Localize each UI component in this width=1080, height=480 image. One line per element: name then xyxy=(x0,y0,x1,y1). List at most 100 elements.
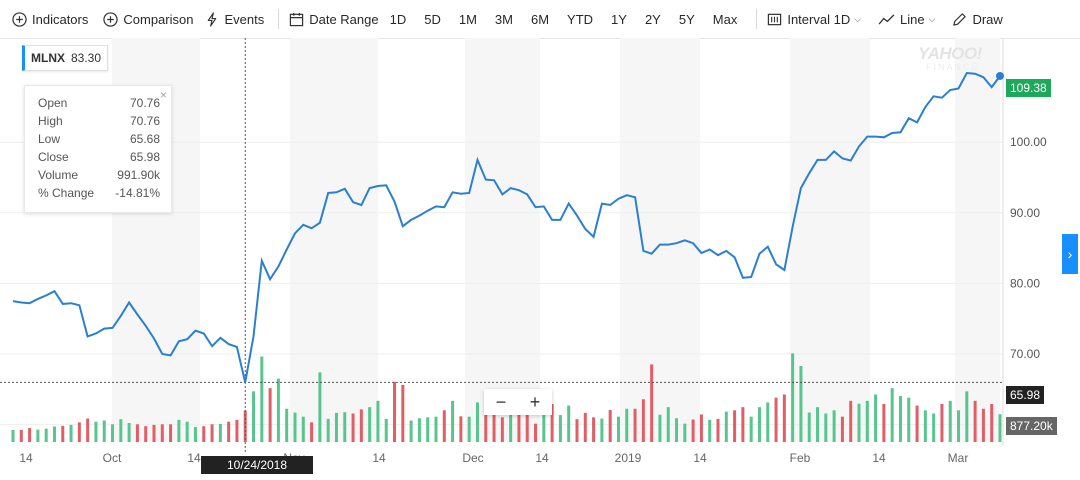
volume-bar xyxy=(633,408,637,442)
volume-bar xyxy=(185,421,189,442)
background-band xyxy=(955,38,1000,442)
range-1m-button[interactable]: 1M xyxy=(458,11,477,27)
volume-bar xyxy=(426,417,430,442)
volume-bar xyxy=(86,418,90,442)
range-ytd-button[interactable]: YTD xyxy=(567,11,594,27)
close-icon[interactable]: × xyxy=(159,88,167,102)
volume-bar xyxy=(252,391,256,442)
volume-bar xyxy=(824,413,828,442)
range-6m-button[interactable]: 6M xyxy=(530,11,550,27)
date-range-label: Date Range xyxy=(309,11,379,27)
volume-bar xyxy=(268,388,272,442)
last-price-badge: 109.38 xyxy=(1006,79,1051,97)
volume-bar xyxy=(359,409,363,442)
volume-bar xyxy=(484,405,488,442)
volume-bar xyxy=(492,394,496,442)
volume-bar xyxy=(351,413,355,442)
volume-bar xyxy=(733,410,737,442)
interval-value: 1D xyxy=(833,11,851,27)
symbol-price: 83.30 xyxy=(71,51,102,65)
date-tick-label: Dec xyxy=(462,451,483,465)
volume-bar xyxy=(666,407,670,442)
volume-bar xyxy=(741,407,745,442)
volume-bar xyxy=(816,407,820,442)
volume-bar xyxy=(218,423,222,442)
range-max-button[interactable]: Max xyxy=(712,11,738,27)
volume-bar xyxy=(691,419,695,442)
volume-bar xyxy=(417,418,421,442)
plus-circle-icon xyxy=(103,11,119,27)
tooltip-value: 65.98 xyxy=(129,150,160,164)
volume-bar xyxy=(500,417,504,442)
volume-bar xyxy=(393,381,397,442)
volume-bar xyxy=(898,396,902,442)
comparison-label: Comparison xyxy=(123,11,194,27)
date-axis: 14Oct14Nov14Dec14201914Feb14Mar xyxy=(19,451,968,465)
volume-bar xyxy=(127,423,131,442)
volume-bar xyxy=(135,424,139,442)
chart-toolbar: Indicators Comparison Events Date Range … xyxy=(0,0,1080,39)
volume-bar xyxy=(177,419,181,442)
indicators-label: Indicators xyxy=(32,11,89,27)
volume-bar xyxy=(326,418,330,442)
volume-bar xyxy=(434,416,438,442)
volume-bar xyxy=(44,428,48,442)
volume-bar xyxy=(874,394,878,442)
events-button[interactable]: Events xyxy=(205,0,264,38)
volume-bar xyxy=(708,419,712,442)
indicators-button[interactable]: Indicators xyxy=(12,0,88,38)
tooltip-row-volume: Volume 991.90k xyxy=(38,168,160,182)
volume-bar xyxy=(998,414,1002,442)
volume-bar xyxy=(957,410,961,442)
volume-bar xyxy=(94,421,98,442)
symbol-label[interactable]: MLNX 83.30 xyxy=(22,45,109,71)
volume-bar xyxy=(475,402,479,442)
range-5d-button[interactable]: 5D xyxy=(424,11,441,27)
price-tick-label: 100.00 xyxy=(1010,135,1047,149)
zoom-in-button[interactable]: + xyxy=(529,391,541,412)
range-1y-button[interactable]: 1Y xyxy=(611,11,627,27)
volume-badge: 877.20k xyxy=(1006,417,1057,435)
volume-bar xyxy=(567,405,571,442)
volume-bar xyxy=(318,372,322,442)
zoom-controls: − + xyxy=(484,389,552,415)
interval-dropdown[interactable]: Interval 1D ⌵ xyxy=(767,0,861,38)
tooltip-value: 70.76 xyxy=(129,96,160,110)
volume-bar xyxy=(28,428,32,442)
volume-bar xyxy=(119,419,123,442)
chart-type-dropdown[interactable]: Line ⌵ xyxy=(878,0,935,38)
tooltip-label: % Change xyxy=(38,186,95,200)
date-range-button[interactable]: Date Range xyxy=(289,0,379,38)
volume-bar xyxy=(675,418,679,442)
date-tick-label: 14 xyxy=(19,451,33,465)
ohlc-tooltip: × Open 70.76 High 70.76 Low 65.68 Close 65.9… xyxy=(24,85,172,213)
tooltip-label: Low xyxy=(38,132,61,146)
volume-bar xyxy=(61,425,65,442)
volume-bar xyxy=(401,385,405,442)
volume-bar xyxy=(285,408,289,442)
price-tick-label: 70.00 xyxy=(1010,347,1040,361)
chevron-right-icon[interactable]: › xyxy=(1062,234,1078,274)
volume-bar xyxy=(550,404,554,442)
volume-bar xyxy=(343,412,347,442)
comparison-button[interactable]: Comparison xyxy=(103,0,193,38)
volume-bar xyxy=(782,394,786,442)
zoom-out-button[interactable]: − xyxy=(495,391,507,412)
draw-button[interactable]: Draw xyxy=(952,0,1003,38)
volume-bar xyxy=(608,410,612,442)
background-band xyxy=(790,38,870,442)
range-2y-button[interactable]: 2Y xyxy=(644,11,661,27)
volume-bar xyxy=(832,410,836,442)
range-5y-button[interactable]: 5Y xyxy=(678,11,695,27)
volume-bar xyxy=(376,400,380,442)
range-3m-button[interactable]: 3M xyxy=(494,11,513,27)
volume-bar xyxy=(310,422,314,442)
volume-bar xyxy=(459,416,463,442)
range-1d-button[interactable]: 1D xyxy=(389,11,407,27)
volume-bar xyxy=(517,410,521,442)
volume-bar xyxy=(965,391,969,442)
interval-label: Interval xyxy=(787,11,830,27)
date-tick-label: Oct xyxy=(103,451,122,465)
price-tick-label: 80.00 xyxy=(1010,276,1040,290)
volume-bar xyxy=(69,424,73,442)
